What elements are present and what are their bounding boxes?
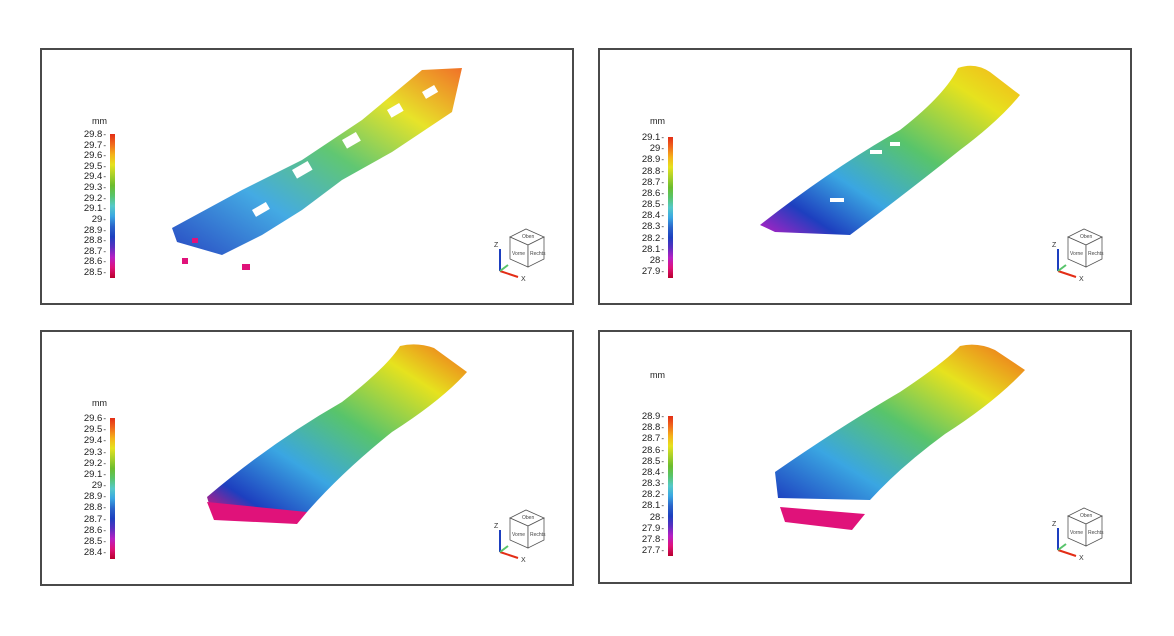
orientation-cube-icon[interactable]: Z X Oben Vorne Rechts (488, 223, 550, 285)
colorbar-unit: mm (650, 370, 665, 380)
colorbar-tick-label: 28.9 (84, 492, 106, 502)
colorbar-tick-label: 29.1 (84, 204, 106, 214)
cube-top-label: Oben (1080, 234, 1092, 240)
colorbar-tick-label: 28.4 (642, 467, 664, 478)
colorbar-tick-label: 28.4 (642, 211, 664, 221)
colorbar-ticks: 29.629.529.429.329.229.12928.928.828.728… (72, 414, 106, 558)
colorbar-tick-label: 28.4 (84, 548, 106, 558)
colorbar-unit: mm (650, 116, 665, 126)
colorbar-tick-label: 29 (92, 214, 106, 225)
colorbar-tick-label: 29.7 (84, 140, 106, 151)
cube-right-label: Rechts (1088, 530, 1104, 536)
colorbar-tick-label: 28.6 (84, 257, 106, 267)
colorbar-tick-label: 28.5 (84, 536, 106, 547)
colorbar-tick-label: 27.7 (642, 546, 664, 556)
colorbar-tick-label: 28.3 (642, 222, 664, 232)
axis-z-label: Z (1052, 242, 1057, 249)
colorbar-unit: mm (92, 116, 107, 126)
colorbar-tick-label: 28.9 (642, 412, 664, 422)
orientation-cube-icon[interactable]: Z X Oben Vorne Rechts (1046, 502, 1108, 564)
colorbar-tick-label: 28 (650, 512, 664, 523)
cube-top-label: Oben (1080, 513, 1092, 519)
colorbar-tick-label: 29.5 (84, 425, 106, 435)
colorbar-tick-label: 28.6 (642, 445, 664, 456)
colorbar-ticks: 29.829.729.629.529.429.329.229.12928.928… (72, 130, 106, 278)
axis-z-label: Z (494, 523, 499, 530)
cube-right-label: Rechts (530, 532, 546, 538)
colorbar-ticks: 29.12928.928.828.728.628.528.428.328.228… (630, 133, 664, 277)
colorbar-tick-label: 28.5 (84, 268, 106, 278)
surface-plot (775, 344, 1025, 530)
colorbar-tick-label: 29.2 (84, 193, 106, 204)
colorbar-tick-label: 29.2 (84, 458, 106, 469)
surface-plot (172, 68, 462, 270)
colorbar-tick-label: 28.7 (84, 246, 106, 257)
colorbar-tick-label: 28.8 (84, 503, 106, 513)
colorbar-tick-label: 28.8 (642, 423, 664, 433)
colorbar-tick-label: 28.1 (642, 501, 664, 511)
height-map-panel-3: mm 29.629.529.429.329.229.12928.928.828.… (40, 330, 574, 586)
cube-front-label: Vorne (512, 251, 525, 257)
colorbar-tick-label: 29.4 (84, 172, 106, 182)
colorbar (110, 418, 115, 559)
colorbar-tick-label: 28.6 (642, 188, 664, 199)
colorbar-tick-label: 27.8 (642, 534, 664, 545)
colorbar-tick-label: 27.9 (642, 523, 664, 534)
height-map-panel-1: mm 29.829.729.629.529.429.329.229.12928.… (40, 48, 574, 305)
colorbar-tick-label: 28.2 (642, 233, 664, 244)
colorbar-tick-label: 29 (92, 481, 106, 491)
colorbar-tick-label: 28.8 (84, 236, 106, 246)
colorbar-tick-label: 28.7 (642, 177, 664, 188)
colorbar-tick-label: 28.9 (642, 155, 664, 165)
colorbar (668, 416, 673, 556)
colorbar (668, 137, 673, 278)
colorbar-tick-label: 29.3 (84, 183, 106, 193)
colorbar-tick-label: 29.1 (642, 133, 664, 143)
axis-x-label: X (1079, 276, 1084, 283)
axis-x-label: X (1079, 555, 1084, 562)
surface-plot (760, 65, 1020, 235)
cube-right-label: Rechts (530, 251, 546, 257)
colorbar-tick-label: 28.3 (642, 479, 664, 489)
height-map-panel-2: mm 29.12928.928.828.728.628.528.428.328.… (598, 48, 1132, 305)
cube-top-label: Oben (522, 515, 534, 521)
colorbar-unit: mm (92, 398, 107, 408)
colorbar-tick-label: 28 (650, 255, 664, 266)
axis-z-label: Z (494, 242, 499, 249)
axis-x-label: X (521, 557, 526, 564)
colorbar (110, 134, 115, 278)
colorbar-tick-label: 28.5 (642, 456, 664, 467)
colorbar-tick-label: 29.6 (84, 414, 106, 424)
cube-right-label: Rechts (1088, 251, 1104, 257)
colorbar-tick-label: 29.5 (84, 161, 106, 172)
cube-front-label: Vorne (512, 532, 525, 538)
colorbar-tick-label: 28.7 (84, 514, 106, 525)
colorbar-tick-label: 29.8 (84, 130, 106, 140)
colorbar-tick-label: 29.4 (84, 436, 106, 446)
colorbar-tick-label: 28.1 (642, 244, 664, 255)
colorbar-tick-label: 29.1 (84, 469, 106, 480)
colorbar-tick-label: 29.6 (84, 151, 106, 161)
colorbar-tick-label: 29 (650, 144, 664, 154)
cube-front-label: Vorne (1070, 530, 1083, 536)
colorbar-tick-label: 28.6 (84, 525, 106, 536)
colorbar-ticks: 28.928.828.728.628.528.428.328.228.12827… (630, 412, 664, 556)
orientation-cube-icon[interactable]: Z X Oben Vorne Rechts (488, 504, 550, 566)
colorbar-tick-label: 28.8 (642, 166, 664, 177)
colorbar-tick-label: 28.9 (84, 225, 106, 236)
axis-z-label: Z (1052, 521, 1057, 528)
colorbar-tick-label: 27.9 (642, 267, 664, 277)
cube-top-label: Oben (522, 234, 534, 240)
orientation-cube-icon[interactable]: Z X Oben Vorne Rechts (1046, 223, 1108, 285)
colorbar-tick-label: 28.5 (642, 200, 664, 210)
cube-front-label: Vorne (1070, 251, 1083, 257)
height-map-panel-4: mm 28.928.828.728.628.528.428.328.228.12… (598, 330, 1132, 584)
colorbar-tick-label: 29.3 (84, 447, 106, 458)
axis-x-label: X (521, 276, 526, 283)
colorbar-tick-label: 28.7 (642, 434, 664, 444)
surface-plot (207, 344, 467, 524)
colorbar-tick-label: 28.2 (642, 490, 664, 500)
